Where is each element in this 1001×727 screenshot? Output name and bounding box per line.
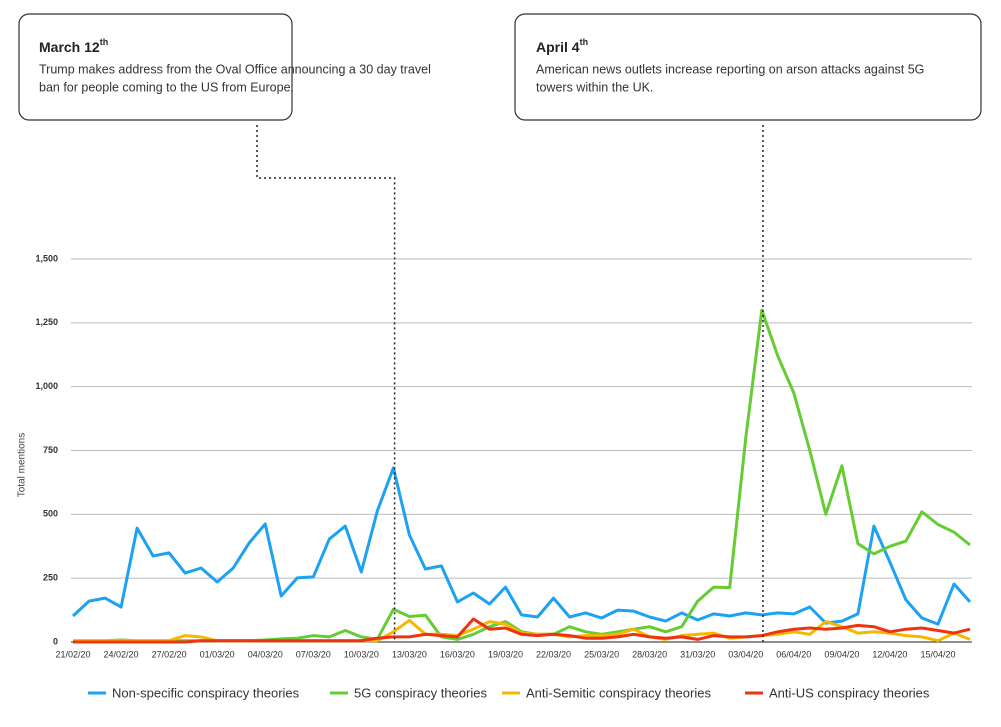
series-line [71,466,972,626]
legend-label: Anti-US conspiracy theories [769,685,930,700]
x-tick-label: 15/04/20 [920,649,955,659]
x-tick-label: 28/03/20 [632,649,667,659]
series-line [73,617,971,644]
x-tick-label: 13/03/20 [392,649,427,659]
legend-label: 5G conspiracy theories [354,685,487,700]
x-tick-label: 24/02/20 [104,649,139,659]
y-tick-label: 1,500 [35,253,58,263]
axis: 0 250 500 750 1,000 1,250 1,500 21/02/20 24/02/2… [35,253,955,659]
annotation-text: Trump makes address from the Oval Office… [39,62,431,76]
x-tick-label: 25/03/20 [584,649,619,659]
x-tick-label: 01/03/20 [200,649,235,659]
x-tick-label: 21/02/20 [55,649,90,659]
x-tick-label: 27/02/20 [152,649,187,659]
grid [71,258,972,643]
x-tick-label: 06/04/20 [776,649,811,659]
annotation-ordinal: th [100,37,109,47]
series-lines [71,308,972,644]
annotation-box [514,13,982,121]
annotation-title: March 12th [39,37,108,54]
y-tick-label: 500 [43,509,58,519]
annotation-title-text: April 4 [536,39,580,55]
x-tick-label: 22/03/20 [536,649,571,659]
legend-label: Non-specific conspiracy theories [112,685,300,700]
x-tick-label: 31/03/20 [680,649,715,659]
y-tick-label: 0 [53,636,58,646]
y-tick-label: 1,250 [35,317,58,327]
x-tick-label: 09/04/20 [824,649,859,659]
x-tick-label: 19/03/20 [488,649,523,659]
annotation-title-text: March 12 [39,39,100,55]
y-tick-label: 1,000 [35,381,58,391]
x-tick-label: 04/03/20 [248,649,283,659]
legend: Non-specific conspiracy theories 5G consp… [88,685,930,700]
annotation-connector [256,125,396,642]
y-tick-label: 750 [43,445,58,455]
annotation-text: ban for people coming to the US from Eur… [39,80,294,94]
x-tick-label: 03/04/20 [728,649,763,659]
y-tick-label: 250 [43,573,58,583]
x-tick-label: 16/03/20 [440,649,475,659]
annotation-text: American news outlets increase reporting… [536,62,924,76]
annotation-ordinal: th [580,37,589,47]
annotation-text: towers within the UK. [536,80,653,94]
y-axis-label: Total mentions [17,433,28,497]
x-tick-label: 10/03/20 [344,649,379,659]
x-tick-label: 12/04/20 [872,649,907,659]
legend-label: Anti-Semitic conspiracy theories [526,685,711,700]
annotation-box [18,13,293,121]
series-line [73,308,971,643]
x-tick-label: 07/03/20 [296,649,331,659]
annotation-title: April 4th [536,37,588,54]
